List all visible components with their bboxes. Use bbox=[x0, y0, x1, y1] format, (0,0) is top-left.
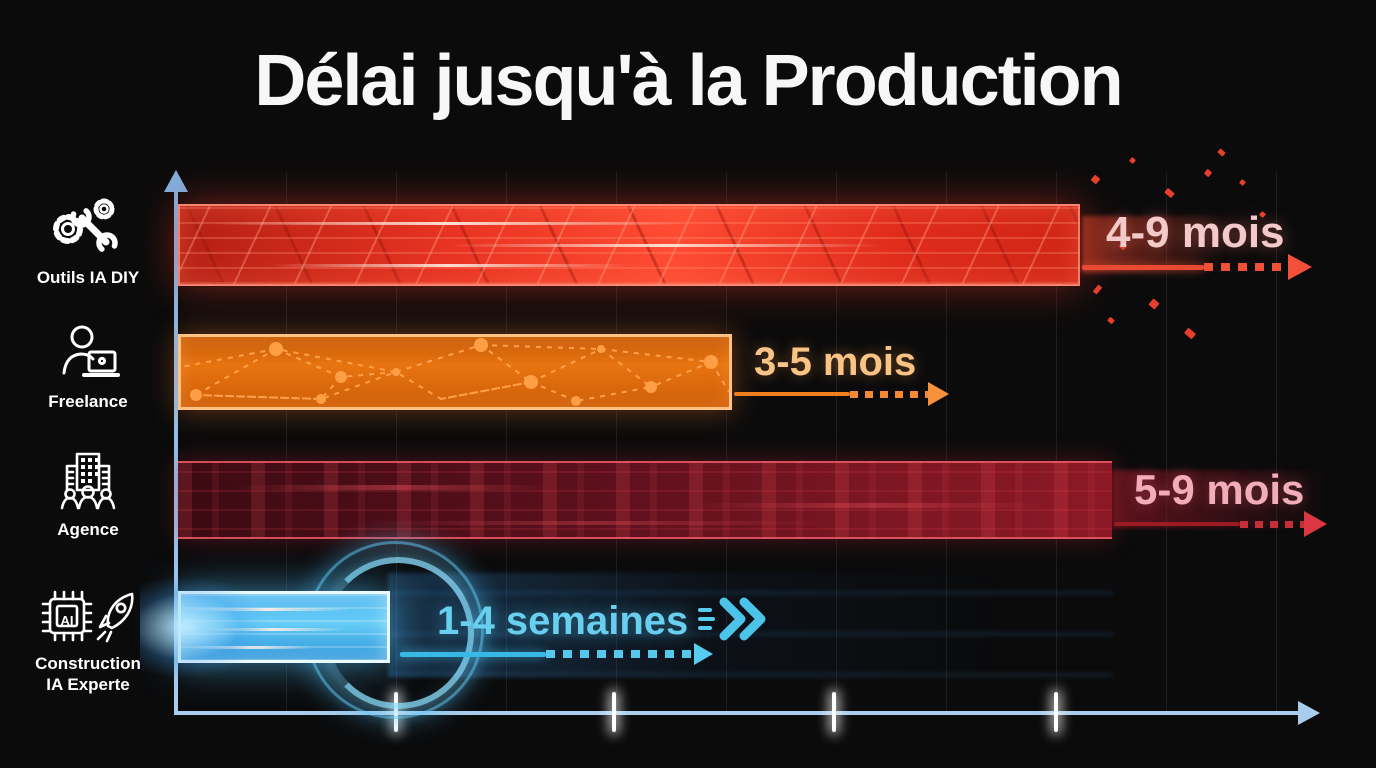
ai-chip-rocket-icon: AI bbox=[36, 588, 140, 646]
glitch-streak bbox=[234, 485, 552, 490]
timeline-arrow-orange bbox=[734, 382, 949, 406]
value-label-outils-ia-diy: 4-9 mois bbox=[1106, 208, 1285, 257]
value-label-agence: 5-9 mois bbox=[1134, 466, 1305, 513]
arrow-dashes bbox=[1204, 263, 1288, 271]
svg-text:AI: AI bbox=[61, 613, 74, 628]
spark-particle bbox=[1128, 156, 1137, 165]
arrow-line bbox=[400, 651, 546, 657]
arrow-dashes bbox=[546, 650, 694, 658]
glitch-streak bbox=[364, 521, 832, 525]
spark-particle bbox=[1148, 298, 1160, 310]
fast-forward-chevrons-icon bbox=[698, 597, 766, 641]
spark-particle bbox=[1107, 316, 1115, 325]
x-axis-tick bbox=[1054, 692, 1058, 732]
arrow-head-icon bbox=[1304, 511, 1327, 537]
category-label: Freelance bbox=[48, 392, 128, 411]
timeline-arrow-blue bbox=[400, 643, 713, 665]
category-outils-ia-diy: Outils IA DIY bbox=[8, 196, 168, 288]
x-axis-tick bbox=[832, 692, 836, 732]
glitch-streak bbox=[691, 503, 1047, 508]
bar-freelance bbox=[178, 334, 732, 410]
light-streak bbox=[269, 264, 629, 267]
arrow-head-icon bbox=[1288, 254, 1312, 280]
spark-particle bbox=[1090, 174, 1101, 185]
x-axis bbox=[174, 711, 1300, 715]
gridline bbox=[286, 172, 287, 711]
arrow-dashes bbox=[1240, 520, 1304, 528]
gridline bbox=[1166, 172, 1167, 711]
category-label: Agence bbox=[57, 520, 119, 539]
value-label-freelance: 3-5 mois bbox=[754, 340, 917, 384]
freelancer-laptop-icon bbox=[55, 324, 121, 384]
gridline bbox=[616, 172, 617, 711]
spark-particle bbox=[1183, 327, 1197, 340]
category-freelance: Freelance bbox=[8, 324, 168, 412]
light-streak bbox=[215, 222, 683, 225]
x-axis-tick bbox=[612, 692, 616, 732]
gridline bbox=[1056, 172, 1057, 711]
category-construction-ia-experte: AI Construction IA Experte bbox=[8, 588, 168, 696]
category-label-line2: IA Experte bbox=[46, 675, 130, 695]
page-title: Délai jusqu'à la Production bbox=[254, 41, 1123, 121]
gridline bbox=[836, 172, 837, 711]
arrow-head-icon bbox=[694, 643, 713, 665]
arrow-line bbox=[1082, 264, 1204, 270]
arrow-dashes bbox=[850, 390, 928, 398]
glow-flare bbox=[140, 575, 270, 679]
spark-particle bbox=[1238, 178, 1247, 187]
y-axis bbox=[174, 190, 178, 714]
bar-agence bbox=[178, 461, 1112, 539]
timeline-arrow-red bbox=[1082, 254, 1312, 280]
arrow-head-icon bbox=[928, 382, 949, 406]
timeline-arrow-darkred bbox=[1114, 511, 1327, 537]
category-agence: Agence bbox=[8, 450, 168, 540]
spark-particle bbox=[1092, 284, 1103, 295]
category-label: Outils IA DIY bbox=[36, 268, 140, 287]
gridline bbox=[396, 172, 397, 711]
arrow-line bbox=[1114, 522, 1240, 526]
light-streak bbox=[449, 244, 881, 247]
spark-particle bbox=[1203, 168, 1213, 178]
x-axis-arrowhead-icon bbox=[1298, 701, 1320, 725]
gridline bbox=[946, 172, 947, 711]
spark-particle bbox=[1217, 148, 1226, 157]
agency-building-icon bbox=[55, 450, 121, 512]
bar-outils-ia-diy bbox=[178, 204, 1080, 286]
network-mesh-pattern bbox=[181, 338, 729, 406]
gear-wrench-icon bbox=[46, 196, 130, 260]
gridline bbox=[506, 172, 507, 711]
category-label: Construction IA Experte bbox=[35, 653, 141, 696]
y-axis-arrowhead-icon bbox=[164, 170, 188, 192]
light-streak bbox=[201, 628, 346, 631]
value-label-construction-ia-experte: 1-4 semaines bbox=[437, 599, 689, 643]
gridline bbox=[726, 172, 727, 711]
motion-trail bbox=[1082, 216, 1242, 272]
gridline bbox=[1276, 172, 1277, 711]
category-label-line1: Construction bbox=[35, 654, 141, 673]
arrow-line bbox=[734, 392, 850, 396]
